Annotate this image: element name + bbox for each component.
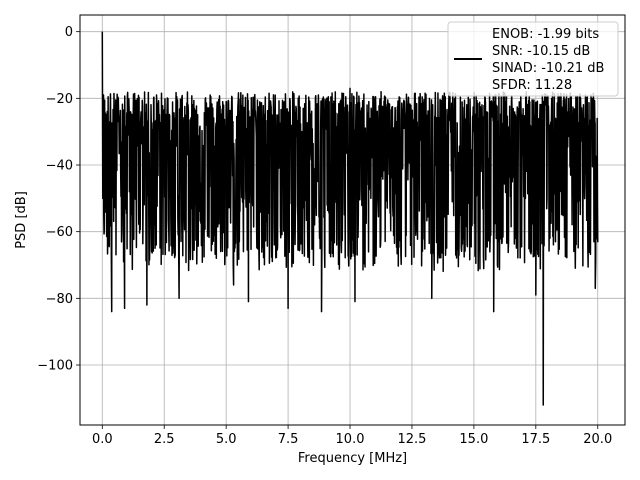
legend-entry-sinad: SINAD: -10.21 dB <box>492 61 604 76</box>
x-tick-label: 2.5 <box>154 432 175 447</box>
data-series <box>101 31 599 406</box>
y-tick-label: 0 <box>65 25 73 40</box>
x-tick-label: 15.0 <box>459 432 488 447</box>
legend-box <box>447 21 619 97</box>
psd-line <box>101 31 599 406</box>
x-tick-label: 17.5 <box>521 432 550 447</box>
x-tick-label: 0.0 <box>92 432 113 447</box>
y-tick-label: −100 <box>37 359 73 374</box>
legend-entry-snr: SNR: -10.15 dB <box>492 44 590 59</box>
x-tick-label: 5.0 <box>216 432 237 447</box>
legend: ENOB: -1.99 bits SNR: -10.15 dB SINAD: -… <box>447 21 619 97</box>
plot-frame <box>79 14 626 426</box>
x-tick-label: 20.0 <box>583 432 612 447</box>
legend-entry-enob: ENOB: -1.99 bits <box>492 27 599 42</box>
y-tick-label: −20 <box>46 92 73 107</box>
y-tick-label: −40 <box>46 159 73 174</box>
x-axis-label: Frequency [MHz] <box>298 451 407 466</box>
x-tick-label: 12.5 <box>397 432 426 447</box>
y-tick-label: −60 <box>46 225 73 240</box>
axis-ticks: 0.0 2.5 5.0 7.5 10.0 12.5 15.0 17.5 20.0 0 −20 −40 −… <box>37 25 612 447</box>
y-tick-label: −80 <box>46 292 73 307</box>
legend-entry-sfdr: SFDR: 11.28 <box>492 78 572 93</box>
y-axis-label: PSD [dB] <box>14 191 29 249</box>
x-tick-label: 10.0 <box>336 432 365 447</box>
x-tick-label: 7.5 <box>278 432 299 447</box>
